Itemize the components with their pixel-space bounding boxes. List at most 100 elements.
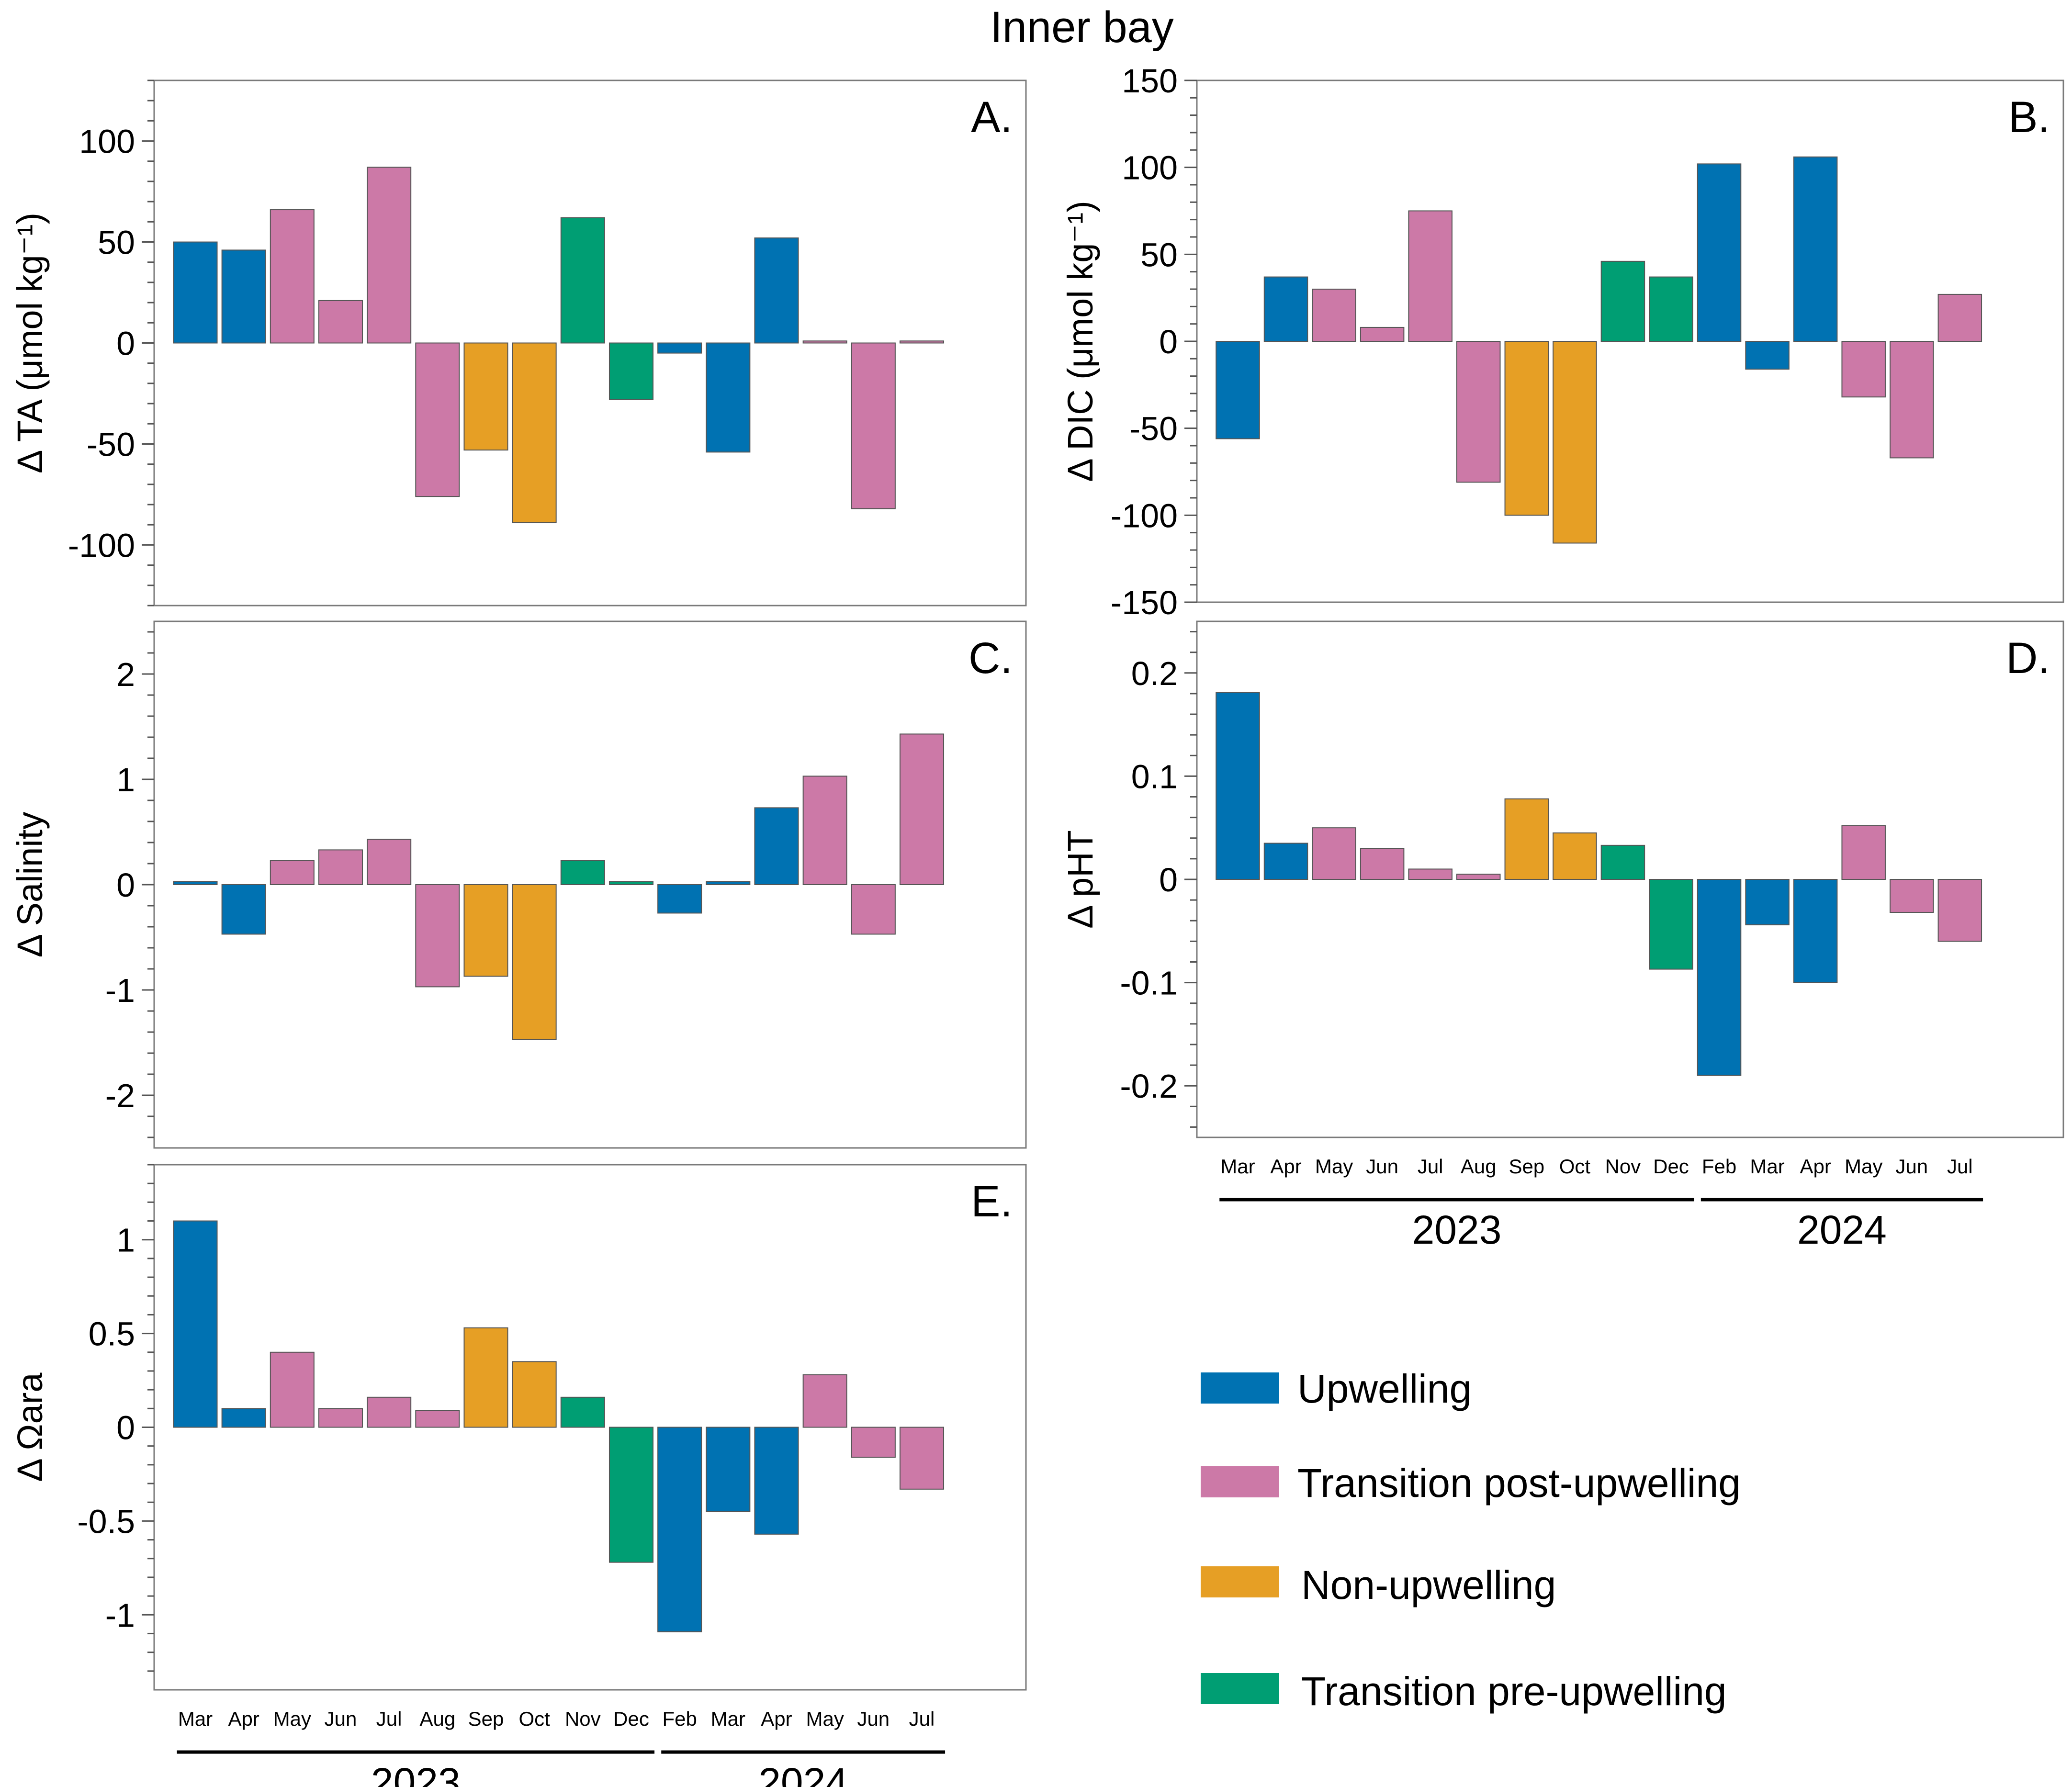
legend-swatch-upwelling <box>1201 1372 1279 1404</box>
bar-jun-14 <box>851 342 896 509</box>
x-tick-label: Oct <box>1559 1155 1591 1178</box>
bar-dec-9 <box>608 1427 654 1563</box>
bar-may-2 <box>1312 289 1356 342</box>
bar-sep-6 <box>463 1327 508 1428</box>
bar-dec-9 <box>1649 276 1693 342</box>
bar-jul-15 <box>899 340 945 344</box>
y-tick-label: -1 <box>105 972 135 1009</box>
bar-jul-15 <box>1937 293 1982 342</box>
x-tick-label: Oct <box>518 1708 550 1730</box>
y-tick-label: 0 <box>116 1409 135 1447</box>
bar-oct-7 <box>512 342 557 524</box>
y-tick-label: -1 <box>105 1596 135 1634</box>
y-tick-label: 0.1 <box>1131 758 1178 795</box>
bar-may-13 <box>802 1374 847 1428</box>
legend-label-non-upwelling: Non-upwelling <box>1301 1562 1556 1607</box>
y-axis-label: Δ TA (μmol kg⁻¹) <box>10 213 50 473</box>
y-axis-label: Δ pHT <box>1060 830 1100 929</box>
y-tick-label: -150 <box>1111 584 1178 621</box>
bar-may-2 <box>1312 827 1356 880</box>
y-tick-label: 0 <box>1159 323 1178 360</box>
bar-feb-10 <box>1697 163 1742 342</box>
bar-jun-3 <box>1360 326 1405 342</box>
bar-dec-9 <box>1649 879 1693 970</box>
y-tick-label: -50 <box>87 426 135 463</box>
legend-swatch-transition-pre <box>1201 1673 1279 1704</box>
bar-mar-11 <box>706 342 751 453</box>
bar-oct-7 <box>512 884 557 1040</box>
year-label: 2024 <box>758 1760 848 1787</box>
x-tick-label: Mar <box>1220 1155 1255 1178</box>
bar-may-2 <box>270 1351 315 1428</box>
x-tick-label: Jun <box>1895 1155 1928 1178</box>
legend-item-transition-pre: Transition pre-upwelling <box>1201 1669 1727 1714</box>
bar-jul-4 <box>1408 210 1453 342</box>
y-tick-label: 100 <box>79 123 135 160</box>
bar-mar-11 <box>1745 879 1790 925</box>
bar-aug-5 <box>415 342 460 497</box>
bar-dec-9 <box>608 881 654 886</box>
bar-jun-3 <box>1360 848 1405 880</box>
bar-sep-6 <box>1504 798 1549 880</box>
bar-feb-10 <box>1697 879 1742 1076</box>
y-tick-label: -100 <box>1111 497 1178 534</box>
bar-sep-6 <box>1504 341 1549 516</box>
bar-mar-0 <box>1216 341 1260 439</box>
x-tick-label: Nov <box>1605 1155 1641 1178</box>
bar-mar-0 <box>173 881 218 886</box>
y-tick-label: 0 <box>116 866 135 904</box>
bar-jun-3 <box>318 300 363 344</box>
y-tick-label: 0.5 <box>89 1315 135 1353</box>
y-tick-label: -0.1 <box>1120 965 1178 1002</box>
legend-item-upwelling: Upwelling <box>1201 1366 1472 1411</box>
panel-a: 100 50 0 -50 -100 Δ TA (μmol kg⁻¹) A. <box>10 79 1027 607</box>
x-tick-label: Sep <box>468 1708 504 1730</box>
panel-label: E. <box>971 1177 1013 1226</box>
y-tick-label: 2 <box>116 656 135 693</box>
bar-jun-3 <box>318 1408 363 1428</box>
bar-jul-15 <box>899 733 945 886</box>
y-tick-label: -50 <box>1129 410 1178 448</box>
year-label: 2023 <box>1412 1207 1502 1252</box>
bar-nov-8 <box>560 1396 605 1428</box>
bar-mar-0 <box>1216 692 1260 880</box>
bar-apr-12 <box>754 1427 799 1535</box>
bar-jul-4 <box>1408 868 1453 880</box>
bar-jul-15 <box>1937 879 1982 942</box>
x-tick-label: Jul <box>1947 1155 1973 1178</box>
bar-aug-5 <box>415 1410 460 1428</box>
bar-jul-15 <box>899 1427 945 1490</box>
x-tick-label: Jun <box>857 1708 890 1730</box>
x-tick-label: Apr <box>228 1708 259 1730</box>
y-tick-label: 0 <box>116 325 135 362</box>
x-tick-label: Dec <box>613 1708 649 1730</box>
year-label: 2023 <box>371 1760 461 1787</box>
bar-aug-5 <box>1456 341 1501 483</box>
y-axis-label: Δ Salinity <box>10 812 50 957</box>
x-tick-label: Jul <box>1418 1155 1443 1178</box>
x-tick-label: Jul <box>909 1708 935 1730</box>
x-tick-label: Sep <box>1509 1155 1544 1178</box>
bar-jun-14 <box>851 884 896 935</box>
x-tick-label: May <box>806 1708 844 1730</box>
bar-may-13 <box>802 340 847 344</box>
bar-jun-14 <box>1890 341 1934 459</box>
bar-jul-4 <box>367 839 412 886</box>
bar-feb-10 <box>657 1427 702 1632</box>
bar-mar-0 <box>173 241 218 344</box>
bar-may-2 <box>270 860 315 886</box>
x-tick-label: Apr <box>1270 1155 1301 1178</box>
y-axis-label: Δ DIC (μmol kg⁻¹) <box>1060 201 1100 482</box>
bar-apr-1 <box>221 1408 266 1428</box>
panel-e: 1 0.5 0 -0.5 -1 Δ Ωara E. Mar Apr May Jun Jul Aug Sep… <box>10 1164 1027 1787</box>
bar-mar-0 <box>173 1220 218 1428</box>
bar-apr-12 <box>1793 156 1838 342</box>
bar-mar-11 <box>706 881 751 886</box>
x-tick-label: May <box>1845 1155 1882 1178</box>
x-tick-label: Jun <box>325 1708 357 1730</box>
panel-label: A. <box>971 93 1013 142</box>
bar-jul-4 <box>367 167 412 344</box>
x-tick-label: Aug <box>1461 1155 1497 1178</box>
bar-aug-5 <box>415 884 460 988</box>
